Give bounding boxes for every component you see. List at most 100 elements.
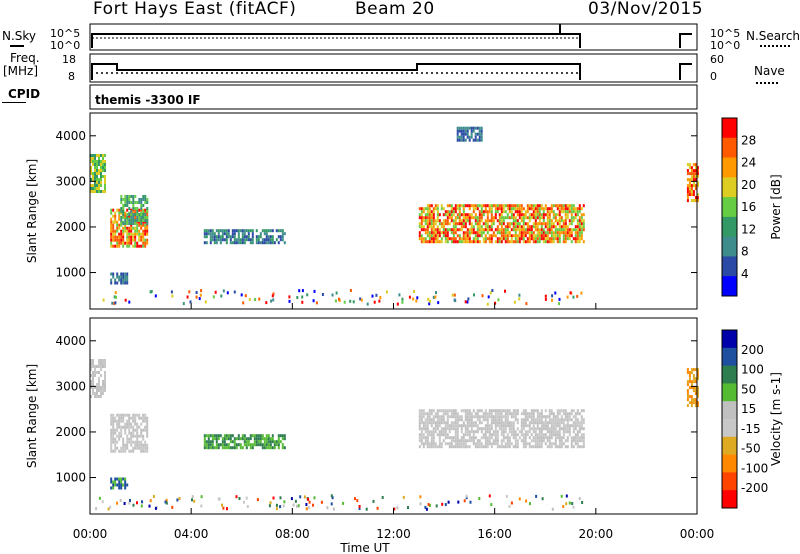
range-gate-cell: [116, 483, 119, 487]
range-gate-cell: [502, 427, 505, 431]
range-gate-cell: [468, 409, 471, 413]
range-gate-cell: [134, 214, 137, 218]
range-gate-cell: [233, 443, 236, 447]
range-gate-cell: [100, 169, 102, 172]
range-gate-cell: [440, 418, 443, 422]
range-gate-cell: [528, 442, 531, 446]
ground-scatter-cell: [282, 504, 285, 508]
range-gate-cell: [426, 231, 429, 235]
range-gate-cell: [526, 222, 529, 226]
range-gate-cell: [450, 204, 453, 208]
range-gate-cell: [524, 421, 527, 425]
ground-scatter-cell: [195, 295, 198, 299]
range-gate-cell: [474, 436, 477, 440]
range-gate-cell: [572, 427, 575, 431]
range-gate-cell: [550, 442, 553, 446]
range-gate-cell: [134, 428, 137, 432]
range-gate-cell: [94, 181, 96, 184]
range-gate-cell: [438, 418, 441, 422]
range-gate-cell: [490, 442, 493, 446]
range-gate-cell: [544, 409, 547, 413]
range-gate-cell: [512, 415, 515, 419]
range-gate-cell: [500, 409, 503, 413]
range-gate-cell: [538, 415, 541, 419]
range-gate-cell: [544, 225, 547, 229]
range-gate-cell: [546, 421, 549, 425]
range-gate-cell: [568, 418, 571, 422]
range-gate-cell: [120, 434, 123, 438]
range-gate-cell: [510, 222, 513, 226]
range-gate-cell: [241, 235, 244, 239]
range-gate-cell: [530, 412, 533, 416]
range-gate-cell: [574, 415, 577, 419]
range-gate-cell: [257, 440, 260, 444]
range-gate-cell: [492, 430, 495, 434]
range-gate-cell: [464, 240, 467, 244]
ground-scatter-cell: [242, 500, 245, 504]
range-gate-cell: [146, 428, 149, 432]
range-gate-cell: [548, 219, 551, 223]
range-gate-cell: [562, 436, 565, 440]
range-gate-cell: [546, 219, 549, 223]
range-gate-cell: [452, 427, 455, 431]
range-gate-cell: [474, 421, 477, 425]
range-gate-cell: [235, 238, 238, 242]
range-gate-cell: [94, 187, 96, 190]
range-gate-cell: [142, 434, 145, 438]
range-gate-cell: [104, 178, 106, 181]
range-gate-cell: [494, 210, 497, 214]
range-gate-cell: [570, 436, 573, 440]
range-gate-cell: [460, 228, 463, 232]
range-gate-cell: [436, 412, 439, 416]
range-gate-cell: [100, 389, 102, 392]
range-gate-cell: [540, 442, 543, 446]
range-gate-cell: [474, 237, 477, 241]
range-gate-cell: [476, 138, 479, 142]
range-gate-cell: [456, 207, 459, 211]
range-gate-cell: [566, 210, 569, 214]
range-gate-cell: [466, 219, 469, 223]
range-gate-cell: [122, 216, 125, 219]
range-gate-cell: [492, 418, 495, 422]
range-gate-cell: [279, 238, 282, 242]
range-gate-cell: [120, 449, 123, 453]
ground-scatter-cell: [299, 495, 302, 499]
range-gate-cell: [116, 422, 119, 426]
range-gate-cell: [478, 216, 481, 220]
range-gate-cell: [120, 223, 123, 227]
range-gate-cell: [231, 440, 234, 444]
ground-scatter-cell: [338, 297, 340, 301]
range-gate-cell: [462, 225, 465, 229]
range-gate-cell: [422, 424, 425, 428]
range-gate-cell: [450, 213, 453, 217]
range-gate-cell: [464, 126, 467, 130]
range-gate-cell: [694, 377, 697, 381]
range-gate-cell: [221, 229, 224, 233]
range-gate-cell: [454, 412, 457, 416]
range-gate-cell: [132, 219, 135, 222]
ground-scatter-cell: [375, 293, 378, 297]
range-gate-cell: [120, 219, 123, 222]
ground-scatter-cell: [271, 294, 274, 298]
range-gate-cell: [504, 204, 507, 208]
range-gate-cell: [217, 238, 220, 242]
range-gate-cell: [690, 368, 693, 372]
range-gate-cell: [580, 234, 583, 238]
range-gate-cell: [512, 204, 515, 208]
range-gate-cell: [428, 415, 431, 419]
range-gate-cell: [686, 383, 689, 387]
range-gate-cell: [219, 241, 222, 245]
range-gate-cell: [458, 138, 461, 142]
range-gate-cell: [580, 427, 583, 431]
range-gate-cell: [438, 436, 441, 440]
range-gate-cell: [420, 439, 423, 443]
range-gate-cell: [251, 434, 254, 438]
ground-scatter-cell: [505, 494, 508, 498]
ground-scatter-cell: [558, 297, 561, 301]
ground-scatter-cell: [265, 301, 268, 305]
colorbar-tick-label: 12: [741, 222, 756, 236]
range-gate-cell: [478, 138, 481, 142]
range-gate-cell: [692, 386, 695, 390]
range-gate-cell: [694, 401, 697, 405]
range-gate-cell: [472, 231, 475, 235]
